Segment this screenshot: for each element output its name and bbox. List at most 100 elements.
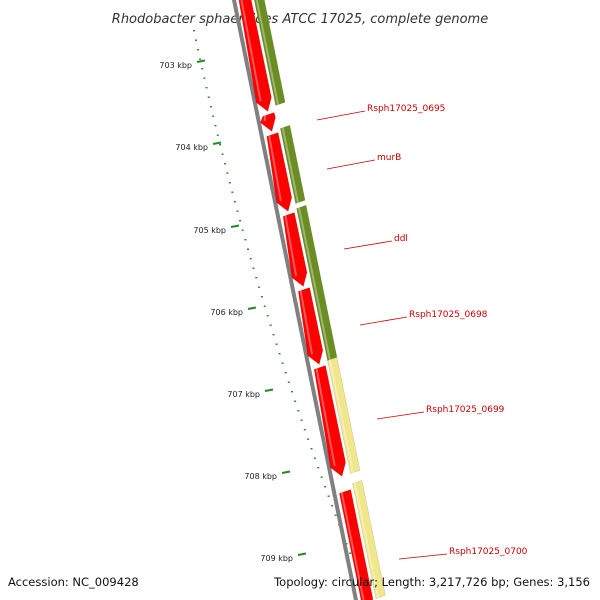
- gene-label: Rsph17025_0699: [426, 405, 505, 415]
- tick-mark: [230, 224, 240, 228]
- minor-tick: [193, 30, 195, 32]
- minor-tick: [284, 372, 287, 374]
- red-gene-arrow-highlight: [340, 492, 365, 600]
- minor-tick: [303, 429, 306, 431]
- tick-mark: [212, 141, 222, 145]
- red-gene-arrow: [282, 212, 308, 287]
- minor-tick: [226, 172, 229, 174]
- olive-segment: [253, 0, 286, 106]
- minor-tick: [313, 457, 316, 459]
- tick-label: 706 kbp: [210, 308, 243, 317]
- label-leader-line: [359, 316, 408, 326]
- minor-tick: [331, 505, 334, 507]
- minor-tick: [294, 400, 297, 402]
- label-leader-line: [343, 240, 393, 250]
- minor-tick: [275, 343, 278, 345]
- red-gene-arrow: [313, 365, 346, 477]
- backbone-strand: [231, 0, 359, 600]
- minor-tick: [278, 353, 281, 355]
- minor-tick: [209, 106, 212, 108]
- minor-tick: [228, 182, 231, 184]
- minor-tick: [287, 381, 290, 383]
- minor-tick: [255, 277, 258, 279]
- gene-label: murB: [377, 153, 401, 163]
- tick-label: 703 kbp: [159, 61, 192, 70]
- tick-mark: [264, 388, 274, 392]
- red-gene-arrow: [266, 132, 293, 212]
- tick-label: 707 kbp: [227, 390, 260, 399]
- accession-text: Accession: NC_009428: [8, 575, 139, 589]
- red-gene-arrow: [339, 489, 374, 600]
- minor-tick: [258, 286, 261, 288]
- tick-label: 708 kbp: [244, 472, 277, 481]
- minor-tick: [223, 163, 226, 165]
- tick-label: 704 kbp: [175, 143, 208, 152]
- minor-tick: [241, 229, 244, 231]
- minor-tick: [244, 239, 247, 241]
- minor-tick: [252, 267, 255, 269]
- minor-tick: [266, 315, 269, 317]
- tick-label: 709 kbp: [260, 554, 293, 563]
- minor-tick: [207, 96, 210, 98]
- red-gene-arrow-highlight: [284, 215, 298, 277]
- minor-tick: [269, 324, 272, 326]
- minor-tick: [310, 448, 313, 450]
- tick-mark: [247, 306, 257, 310]
- olive-segment-highlight: [281, 127, 299, 203]
- tick-mark: [196, 59, 206, 63]
- minor-tick: [203, 77, 206, 79]
- minor-tick: [320, 476, 323, 478]
- tick-mark: [281, 470, 291, 474]
- tick-mark: [297, 552, 307, 556]
- label-leader-line: [326, 159, 376, 170]
- minor-tick: [212, 115, 215, 117]
- topology-text: Topology: circular; Length: 3,217,726 bp…: [274, 575, 590, 589]
- red-gene-arrow-highlight: [268, 135, 282, 202]
- olive-segment-highlight: [298, 207, 331, 360]
- red-gene-arrow-highlight: [240, 0, 262, 102]
- feature-tracks: [238, 0, 386, 600]
- minor-tick: [247, 248, 250, 250]
- minor-tick: [307, 438, 310, 440]
- pale-yellow-segment-highlight: [328, 359, 354, 473]
- minor-tick: [317, 467, 320, 469]
- minor-tick: [249, 258, 252, 260]
- minor-tick: [195, 39, 198, 41]
- olive-segment-highlight: [255, 0, 280, 105]
- label-leader-line: [398, 553, 448, 560]
- minor-tick: [290, 391, 293, 393]
- major-tick-marks: 703 kbp 704 kbp 705 kbp 706 kbp 707 kbp 708 k…: [159, 59, 307, 563]
- red-gene-arrow-highlight: [299, 290, 313, 355]
- minor-tick: [233, 201, 236, 203]
- minor-tick: [197, 49, 200, 51]
- gene-label: Rsph17025_0695: [367, 104, 445, 114]
- red-gene-arrow: [297, 287, 324, 365]
- minor-tick: [231, 191, 234, 193]
- red-gene-arrow-highlight: [315, 368, 336, 467]
- gene-label: Rsph17025_0698: [409, 310, 488, 320]
- minor-tick: [199, 58, 202, 60]
- pale-yellow-segment-highlight: [353, 482, 380, 598]
- gene-label: Rsph17025_0700: [449, 547, 528, 557]
- gene-label: ddl: [394, 234, 408, 244]
- minor-tick: [219, 144, 222, 146]
- minor-tick: [239, 220, 242, 222]
- minor-tick: [216, 134, 219, 136]
- minor-tick: [272, 334, 275, 336]
- minor-tick: [334, 514, 337, 516]
- red-gene-arrow: [260, 112, 276, 132]
- pale-yellow-segment: [327, 356, 361, 474]
- minor-tick: [263, 305, 266, 307]
- minor-tick: [260, 296, 263, 298]
- minor-tick: [327, 495, 330, 497]
- minor-tick: [349, 552, 352, 554]
- minor-tick: [201, 68, 204, 70]
- gene-labels: Rsph17025_0695 murB ddl Rsph17025_0698 Rsph1…: [316, 104, 528, 560]
- label-leader-line: [376, 411, 425, 420]
- minor-tick: [300, 419, 303, 421]
- minor-tick: [281, 362, 284, 364]
- minor-tick: [214, 125, 217, 127]
- pale-yellow-segment: [352, 479, 386, 599]
